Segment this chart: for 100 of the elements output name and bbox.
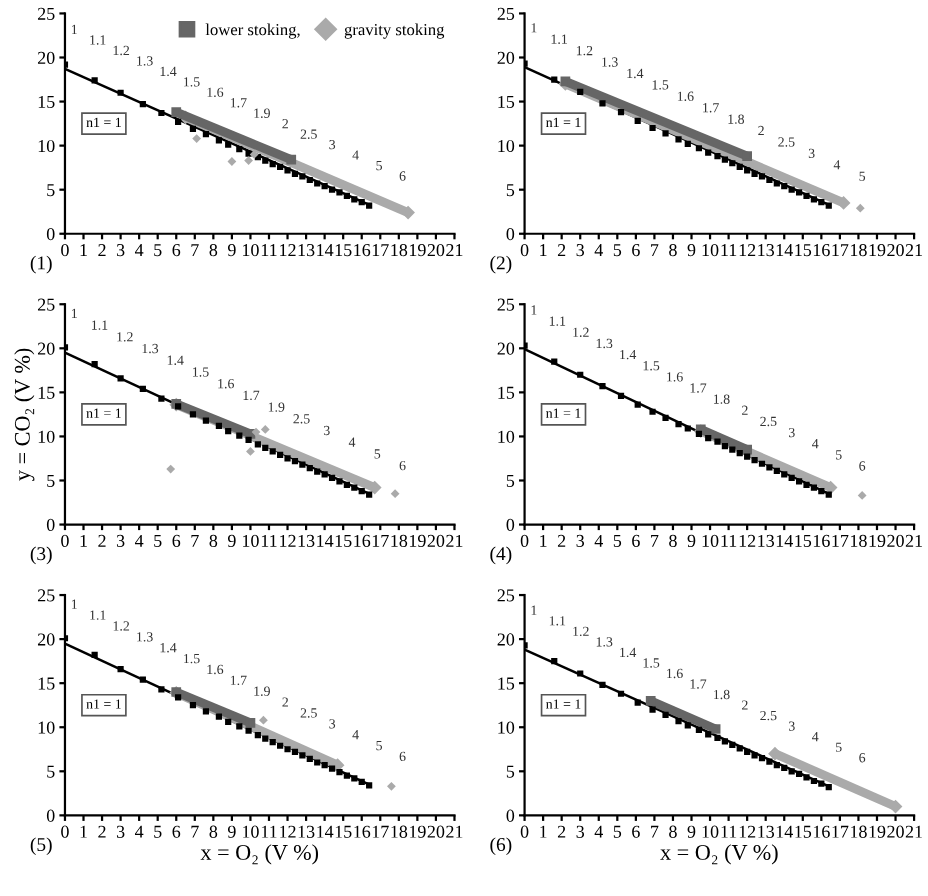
x-tick-label: 16 <box>813 534 830 547</box>
x-tick-label: 9 <box>227 244 236 257</box>
legend-label: gravity stoking <box>344 23 445 39</box>
x-tick-label: 14 <box>317 825 334 838</box>
point <box>189 702 197 709</box>
point <box>343 192 350 199</box>
point <box>729 446 736 453</box>
point <box>721 156 728 163</box>
point <box>269 448 276 455</box>
x-tick-label: 8 <box>669 534 677 547</box>
point <box>705 149 712 156</box>
point <box>795 770 803 778</box>
point <box>795 478 803 485</box>
point <box>215 422 223 429</box>
y-tick-label: 20 <box>37 633 55 646</box>
y-tick-label: 15 <box>38 386 55 399</box>
point <box>788 474 795 481</box>
point <box>721 738 728 745</box>
point <box>649 706 656 713</box>
point <box>260 424 270 434</box>
text: (2) <box>490 255 512 274</box>
point <box>855 203 865 213</box>
x-tick-label: 13 <box>298 825 315 838</box>
point <box>714 153 721 160</box>
point <box>705 435 712 442</box>
x-tick-label: 17 <box>372 825 389 838</box>
x-tick-label: 10 <box>243 243 259 257</box>
x-tick-label: 5 <box>613 825 622 838</box>
x-tick-label: 9 <box>227 534 236 547</box>
x-tick-label: 15 <box>795 825 812 838</box>
x-tick-label: 12 <box>739 825 756 838</box>
point <box>825 784 832 791</box>
point <box>551 358 558 365</box>
point <box>729 741 736 748</box>
y-tick-label: 20 <box>37 342 55 355</box>
y-tick-label: 5 <box>506 474 515 487</box>
point <box>695 145 703 152</box>
point <box>825 202 832 209</box>
point <box>810 196 818 203</box>
y-tick-label: 15 <box>498 95 515 109</box>
y-tick-label: 0 <box>46 228 55 241</box>
x-tick-label: 12 <box>280 534 296 547</box>
point <box>758 754 766 762</box>
point <box>171 107 182 117</box>
point <box>117 375 124 382</box>
x-tick-label: 10 <box>702 825 719 838</box>
point <box>742 151 753 162</box>
point <box>788 768 795 775</box>
y-tick-label: 10 <box>38 430 55 443</box>
y-tick-label: 25 <box>37 7 55 20</box>
point <box>189 411 197 418</box>
point <box>795 189 803 196</box>
y-tick-label: 0 <box>506 809 515 822</box>
point <box>336 769 343 776</box>
point <box>810 777 818 785</box>
x-tick-label: 19 <box>409 534 426 547</box>
point <box>215 137 223 144</box>
point <box>291 170 299 177</box>
x-axis-title: x = O₂ (V %) <box>660 844 778 865</box>
point <box>236 723 243 730</box>
x-tick-label: 5 <box>154 825 162 838</box>
x-tick-label: 19 <box>869 825 886 838</box>
x-tick-label: 8 <box>669 825 677 838</box>
point <box>751 752 758 759</box>
point <box>675 420 682 428</box>
y-tick-label: 25 <box>497 589 515 602</box>
x-tick-label: 11 <box>721 244 737 256</box>
x-tick-label: 5 <box>613 534 622 547</box>
point <box>773 467 780 474</box>
x-tick-label: 7 <box>191 244 199 256</box>
point <box>366 782 373 789</box>
x-tick-label: 10 <box>702 534 719 547</box>
point <box>225 141 232 148</box>
x-tick-label: 18 <box>851 534 867 547</box>
y-tick-label: 0 <box>46 809 55 822</box>
point <box>158 109 165 117</box>
y-tick-label: 10 <box>498 139 515 153</box>
x-tick-label: 20 <box>887 825 904 838</box>
point <box>645 695 656 706</box>
point <box>368 481 382 494</box>
point <box>781 183 788 190</box>
x-tick-label: 6 <box>632 244 640 257</box>
x-tick-label: 3 <box>116 825 125 838</box>
x-tick-label: 4 <box>134 534 144 547</box>
x-tick-label: 14 <box>776 534 793 547</box>
x-tick-label: 16 <box>354 534 371 547</box>
x-tick-label: 7 <box>651 244 659 256</box>
point <box>254 441 261 448</box>
y-tick-label: 15 <box>38 95 55 109</box>
point <box>314 180 321 187</box>
x-tick-label: 7 <box>191 825 199 838</box>
point <box>284 167 291 174</box>
x-tick-label: 21 <box>905 244 923 256</box>
point <box>744 748 751 756</box>
point <box>343 481 350 488</box>
point <box>751 170 758 177</box>
point <box>818 198 825 206</box>
x-tick-label: 0 <box>520 825 529 838</box>
point <box>766 464 773 471</box>
point <box>269 739 276 746</box>
